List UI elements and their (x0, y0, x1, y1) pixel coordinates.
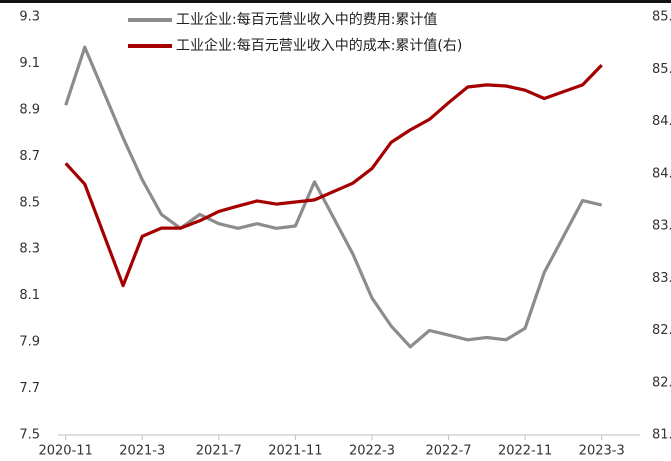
y2-tick-label: 85.5 (652, 10, 671, 25)
y2-tick-label: 82.5 (652, 323, 671, 338)
y2-tick-label: 83.5 (652, 219, 671, 234)
series-line (64, 63, 603, 288)
x-tick-label: 2022-11 (498, 444, 552, 459)
legend-label: 工业企业:每百元营业收入中的费用:累计值 (176, 11, 437, 28)
x-tick-label: 2021-11 (268, 444, 322, 459)
y-tick-label: 7.5 (19, 428, 40, 443)
y-tick-label: 8.9 (19, 102, 40, 117)
y2-tick-label: 83.0 (652, 271, 671, 286)
x-tick-label: 2021-3 (119, 444, 165, 459)
y-tick-label: 9.1 (19, 56, 40, 71)
y-tick-label: 8.7 (19, 149, 40, 164)
legend: 工业企业:每百元营业收入中的费用:累计值工业企业:每百元营业收入中的成本:累计值… (128, 11, 462, 54)
y-tick-label: 7.9 (19, 335, 40, 350)
y-tick-label: 9.3 (19, 10, 40, 25)
top-border (0, 0, 671, 3)
y2-tick-label: 85.0 (652, 62, 671, 77)
x-tick-label: 2020-11 (38, 444, 92, 459)
y-tick-label: 8.3 (19, 242, 40, 257)
series-line (64, 45, 603, 349)
y-tick-label: 8.1 (19, 288, 40, 303)
y-tick-label: 7.7 (19, 381, 40, 396)
y2-tick-label: 84.5 (652, 114, 671, 129)
x-tick-label: 2022-3 (349, 444, 395, 459)
legend-label: 工业企业:每百元营业收入中的成本:累计值(右) (176, 37, 462, 54)
y2-tick-label: 82.0 (652, 375, 671, 390)
y2-tick-label: 81.5 (652, 428, 671, 443)
x-tick-label: 2021-7 (196, 444, 242, 459)
y2-tick-label: 84.0 (652, 166, 671, 181)
x-tick-label: 2022-7 (426, 444, 472, 459)
x-tick-label: 2023-3 (579, 444, 625, 459)
y-tick-label: 8.5 (19, 195, 40, 210)
